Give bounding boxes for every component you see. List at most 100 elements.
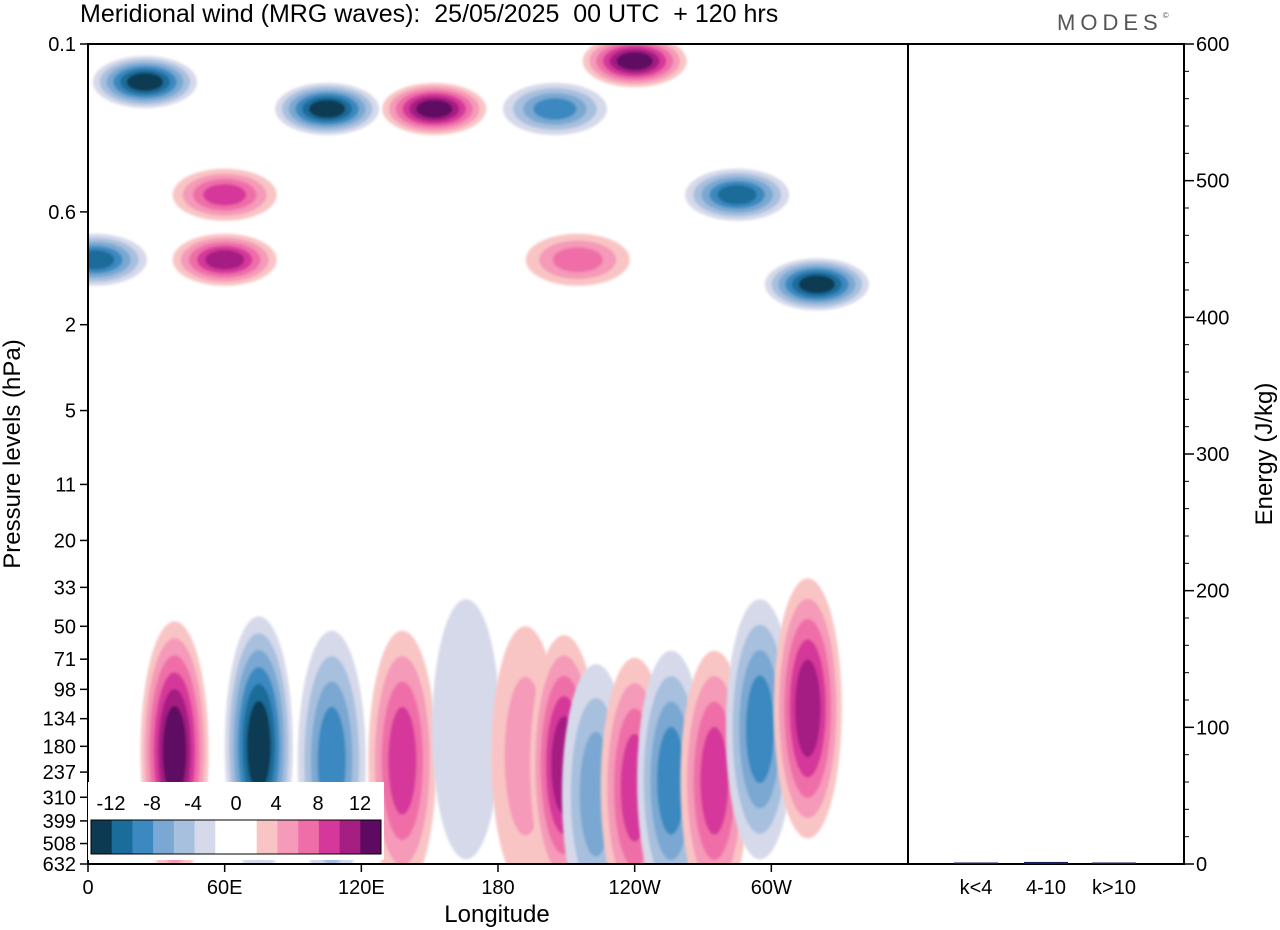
- longitude-axis: 0 60E 120E 180 120W 60W: [82, 864, 792, 899]
- contour-level: [717, 185, 757, 205]
- wind-anomaly-20: [525, 233, 630, 286]
- colorbar-swatch: [318, 820, 340, 854]
- y-tick-label: 71: [54, 649, 76, 671]
- brand-logo: MODES©: [1057, 10, 1169, 35]
- energy-frame: [907, 43, 1185, 865]
- contour-level: [308, 99, 346, 119]
- wind-anomaly-23: [172, 168, 277, 221]
- colorbar-swatch: [277, 820, 299, 854]
- colorbar-label: -4: [184, 793, 202, 815]
- colorbar-label: 12: [349, 793, 371, 815]
- colorbar-swatch: [153, 820, 175, 854]
- contour-level: [616, 51, 653, 71]
- energy-tick-label: 500: [1196, 171, 1229, 193]
- wind-anomaly-17: [502, 82, 607, 135]
- colorbar-swatch: [339, 820, 361, 854]
- brand-text: MODES: [1057, 10, 1163, 35]
- energy-tick-label: 600: [1196, 34, 1229, 56]
- contour-level: [162, 705, 187, 797]
- y-tick-label: 50: [54, 616, 76, 638]
- colorbar-swatch: [91, 820, 113, 854]
- contour-level: [432, 599, 501, 860]
- y-tick-label: 508: [43, 834, 76, 856]
- y-tick-label: 11: [55, 474, 76, 496]
- colorbar-swatch: [173, 820, 195, 854]
- y-tick-label: 237: [43, 762, 76, 784]
- y-tick-label: 632: [43, 854, 76, 876]
- contour-level: [205, 249, 245, 270]
- colorbar-label: 4: [270, 793, 281, 815]
- energy-bar: [1092, 862, 1136, 864]
- energy-tick-label: 300: [1196, 444, 1229, 466]
- wind-anomaly-21: [764, 258, 869, 311]
- y-tick-label: 33: [54, 577, 76, 599]
- y-tick-label: 0.1: [48, 34, 76, 56]
- y-tick-label: 134: [43, 709, 76, 731]
- colorbar-frame: [90, 819, 382, 855]
- energy-bar: [954, 862, 998, 864]
- x-tick-label: 120W: [609, 877, 661, 899]
- colorbar-label: 8: [312, 793, 323, 815]
- wind-anomaly-4: [432, 599, 501, 860]
- chart-title: Meridional wind (MRG waves): 25/05/2025 …: [80, 0, 779, 28]
- contour-level: [126, 72, 164, 92]
- colorbar-swatch: [215, 820, 237, 854]
- contour-level: [745, 675, 775, 784]
- colorbar-swatch: [236, 820, 258, 854]
- y-tick-label: 180: [43, 736, 76, 758]
- energy-axis-label: Energy (J/kg): [1251, 383, 1278, 526]
- y-tick-label: 2: [65, 315, 76, 337]
- wind-anomaly-19: [685, 168, 790, 221]
- contour-level: [798, 275, 836, 294]
- wind-anomaly-16: [92, 55, 197, 108]
- contour-level: [246, 700, 271, 792]
- colorbar-label: -12: [97, 793, 126, 815]
- contour-level: [203, 184, 247, 206]
- x-tick-label: 120E: [338, 877, 385, 899]
- colorbar-swatch: [194, 820, 216, 854]
- colorbar-swatch: [256, 820, 278, 854]
- contour-level: [533, 98, 577, 120]
- colorbar-swatch: [298, 820, 320, 854]
- energy-tick-label: 100: [1196, 717, 1229, 739]
- wind-anomaly-3: [368, 630, 437, 864]
- wind-anomaly-12: [773, 578, 842, 839]
- x-tick-label: 60W: [751, 877, 792, 899]
- wind-anomaly-14: [275, 82, 380, 135]
- contour-level: [700, 726, 729, 835]
- wind-anomaly-15: [382, 82, 487, 135]
- x-tick-label: 0: [82, 877, 93, 899]
- colorbar: -12 -8 -4 0 4 8 12: [88, 782, 384, 860]
- energy-bar: [1024, 861, 1068, 864]
- y-tick-label: 310: [43, 787, 76, 809]
- colorbar-swatch: [111, 820, 133, 854]
- energy-category-label: k<4: [960, 877, 993, 899]
- contour-level: [88, 249, 115, 270]
- wind-anomaly-22: [88, 233, 147, 286]
- colorbar-swatch: [132, 820, 154, 854]
- pressure-axis: 0.1 0.6 2 5 11 20 33 50 71 98 134 180 237 31039950863…: [43, 34, 88, 876]
- y-tick-label: 5: [65, 401, 76, 423]
- y-tick-label: 20: [54, 530, 76, 552]
- colorbar-swatch: [360, 820, 382, 854]
- energy-tick-label: 200: [1196, 581, 1229, 603]
- y-axis-label: Pressure levels (hPa): [0, 339, 26, 568]
- y-tick-label: 98: [54, 679, 76, 701]
- energy-axis: 0 100 200 300 400 500 600: [1184, 34, 1229, 876]
- colorbar-label: -8: [143, 793, 161, 815]
- heatmap-field: [88, 44, 869, 864]
- x-tick-label: 180: [481, 877, 514, 899]
- y-tick-label: 399: [43, 811, 76, 833]
- y-tick-label: 0.6: [48, 202, 76, 224]
- colorbar-label: 0: [230, 793, 241, 815]
- contour-level: [657, 726, 686, 835]
- wind-anomaly-18: [582, 44, 687, 88]
- energy-bars: k<4 4-10 k>10: [954, 861, 1136, 899]
- energy-tick-label: 400: [1196, 307, 1229, 329]
- energy-category-label: k>10: [1092, 877, 1136, 899]
- contour-level: [794, 659, 821, 758]
- energy-category-label: 4-10: [1026, 877, 1066, 899]
- x-axis-label: Longitude: [444, 901, 549, 928]
- x-tick-label: 60E: [207, 877, 243, 899]
